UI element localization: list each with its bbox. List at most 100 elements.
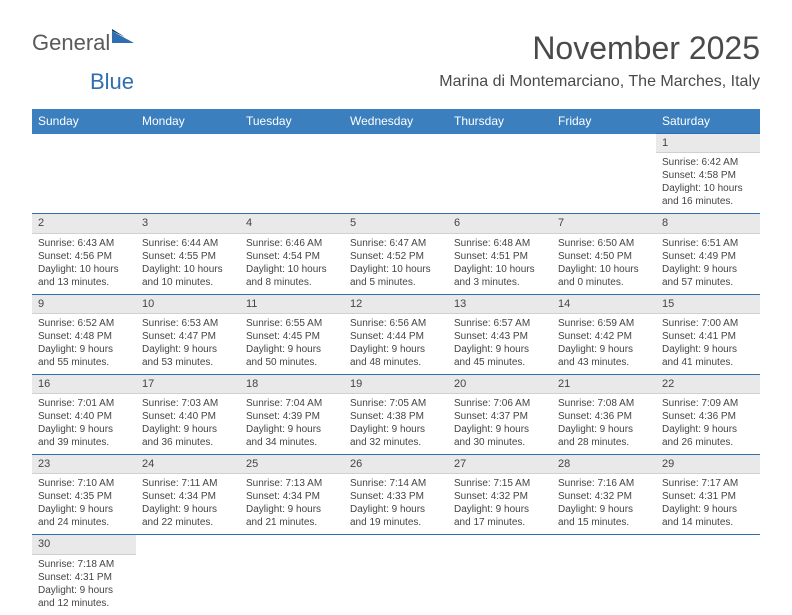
day-info-line: Sunrise: 7:11 AM	[142, 477, 234, 490]
day-info-line: Sunrise: 6:52 AM	[38, 317, 130, 330]
day-details-cell: Sunrise: 7:03 AMSunset: 4:40 PMDaylight:…	[136, 394, 240, 455]
day-number-cell: 23	[32, 455, 136, 474]
day-info-line: Daylight: 10 hours	[558, 263, 650, 276]
day-details-cell	[448, 153, 552, 214]
day-details-cell: Sunrise: 7:16 AMSunset: 4:32 PMDaylight:…	[552, 474, 656, 535]
title-block: November 2025 Marina di Montemarciano, T…	[439, 30, 760, 91]
day-details-cell	[136, 554, 240, 615]
day-details-cell: Sunrise: 7:01 AMSunset: 4:40 PMDaylight:…	[32, 394, 136, 455]
day-info-line: Daylight: 9 hours	[662, 343, 754, 356]
day-number-cell: 25	[240, 455, 344, 474]
day-info-line: and 57 minutes.	[662, 276, 754, 289]
day-info-line: and 50 minutes.	[246, 356, 338, 369]
day-info-line: Daylight: 9 hours	[246, 343, 338, 356]
day-info-line: and 39 minutes.	[38, 436, 130, 449]
day-info-line: and 53 minutes.	[142, 356, 234, 369]
day-details-row: Sunrise: 6:52 AMSunset: 4:48 PMDaylight:…	[32, 313, 760, 374]
day-info-line: Daylight: 9 hours	[350, 343, 442, 356]
day-info-line: Sunrise: 7:03 AM	[142, 397, 234, 410]
day-info-line: Daylight: 9 hours	[38, 584, 130, 597]
day-details-row: Sunrise: 6:43 AMSunset: 4:56 PMDaylight:…	[32, 233, 760, 294]
day-details-row: Sunrise: 7:10 AMSunset: 4:35 PMDaylight:…	[32, 474, 760, 535]
day-info-line: and 45 minutes.	[454, 356, 546, 369]
day-number-cell	[344, 535, 448, 554]
day-number-cell	[240, 535, 344, 554]
day-number-cell	[32, 134, 136, 153]
flag-icon	[112, 29, 136, 50]
day-details-cell: Sunrise: 7:06 AMSunset: 4:37 PMDaylight:…	[448, 394, 552, 455]
day-number-cell: 12	[344, 294, 448, 313]
day-info-line: and 15 minutes.	[558, 516, 650, 529]
day-info-line: Daylight: 9 hours	[662, 263, 754, 276]
day-number-cell: 26	[344, 455, 448, 474]
day-info-line: Daylight: 9 hours	[246, 503, 338, 516]
day-info-line: Sunset: 4:32 PM	[558, 490, 650, 503]
day-number-cell: 21	[552, 374, 656, 393]
day-info-line: Daylight: 9 hours	[38, 423, 130, 436]
day-info-line: Sunset: 4:52 PM	[350, 250, 442, 263]
day-number-cell	[552, 134, 656, 153]
day-number-cell	[656, 535, 760, 554]
day-number-cell: 17	[136, 374, 240, 393]
day-details-cell	[552, 153, 656, 214]
day-details-cell: Sunrise: 7:08 AMSunset: 4:36 PMDaylight:…	[552, 394, 656, 455]
weekday-header: Sunday	[32, 109, 136, 134]
day-details-cell: Sunrise: 6:57 AMSunset: 4:43 PMDaylight:…	[448, 313, 552, 374]
day-info-line: Sunset: 4:31 PM	[38, 571, 130, 584]
day-info-line: Sunrise: 6:55 AM	[246, 317, 338, 330]
day-info-line: Sunset: 4:45 PM	[246, 330, 338, 343]
day-info-line: Sunrise: 6:43 AM	[38, 237, 130, 250]
day-details-cell: Sunrise: 7:15 AMSunset: 4:32 PMDaylight:…	[448, 474, 552, 535]
day-info-line: Sunset: 4:36 PM	[558, 410, 650, 423]
day-details-cell: Sunrise: 7:09 AMSunset: 4:36 PMDaylight:…	[656, 394, 760, 455]
day-details-cell	[136, 153, 240, 214]
day-info-line: and 17 minutes.	[454, 516, 546, 529]
day-number-cell: 10	[136, 294, 240, 313]
day-number-cell: 8	[656, 214, 760, 233]
day-info-line: Sunrise: 6:51 AM	[662, 237, 754, 250]
day-details-row: Sunrise: 6:42 AMSunset: 4:58 PMDaylight:…	[32, 153, 760, 214]
day-info-line: Sunrise: 7:14 AM	[350, 477, 442, 490]
day-number-row: 16171819202122	[32, 374, 760, 393]
day-number-cell: 20	[448, 374, 552, 393]
day-number-cell: 19	[344, 374, 448, 393]
day-number-cell: 6	[448, 214, 552, 233]
day-info-line: Daylight: 10 hours	[38, 263, 130, 276]
day-info-line: Sunrise: 6:57 AM	[454, 317, 546, 330]
day-info-line: Sunrise: 6:48 AM	[454, 237, 546, 250]
day-info-line: Daylight: 10 hours	[246, 263, 338, 276]
day-details-row: Sunrise: 7:18 AMSunset: 4:31 PMDaylight:…	[32, 554, 760, 615]
day-info-line: Sunset: 4:40 PM	[38, 410, 130, 423]
day-info-line: Sunrise: 7:15 AM	[454, 477, 546, 490]
day-info-line: and 19 minutes.	[350, 516, 442, 529]
day-info-line: and 30 minutes.	[454, 436, 546, 449]
day-number-cell	[552, 535, 656, 554]
day-details-cell: Sunrise: 7:13 AMSunset: 4:34 PMDaylight:…	[240, 474, 344, 535]
day-info-line: and 16 minutes.	[662, 195, 754, 208]
day-number-cell: 9	[32, 294, 136, 313]
day-details-cell	[552, 554, 656, 615]
weekday-header: Tuesday	[240, 109, 344, 134]
day-info-line: Sunrise: 7:16 AM	[558, 477, 650, 490]
day-number-row: 23242526272829	[32, 455, 760, 474]
logo-text-blue: Blue	[90, 69, 134, 94]
day-number-cell: 16	[32, 374, 136, 393]
day-number-cell	[136, 134, 240, 153]
day-details-cell: Sunrise: 7:10 AMSunset: 4:35 PMDaylight:…	[32, 474, 136, 535]
weekday-header: Saturday	[656, 109, 760, 134]
day-info-line: Sunset: 4:51 PM	[454, 250, 546, 263]
day-details-cell: Sunrise: 6:44 AMSunset: 4:55 PMDaylight:…	[136, 233, 240, 294]
day-info-line: and 41 minutes.	[662, 356, 754, 369]
day-info-line: Daylight: 9 hours	[662, 503, 754, 516]
day-number-cell: 30	[32, 535, 136, 554]
weekday-header: Monday	[136, 109, 240, 134]
day-info-line: Sunrise: 7:10 AM	[38, 477, 130, 490]
day-details-cell: Sunrise: 6:51 AMSunset: 4:49 PMDaylight:…	[656, 233, 760, 294]
day-number-cell: 1	[656, 134, 760, 153]
day-info-line: Sunrise: 6:59 AM	[558, 317, 650, 330]
day-info-line: Sunset: 4:34 PM	[246, 490, 338, 503]
day-number-cell: 4	[240, 214, 344, 233]
location-subtitle: Marina di Montemarciano, The Marches, It…	[439, 73, 760, 91]
day-info-line: and 43 minutes.	[558, 356, 650, 369]
day-info-line: Daylight: 10 hours	[662, 182, 754, 195]
